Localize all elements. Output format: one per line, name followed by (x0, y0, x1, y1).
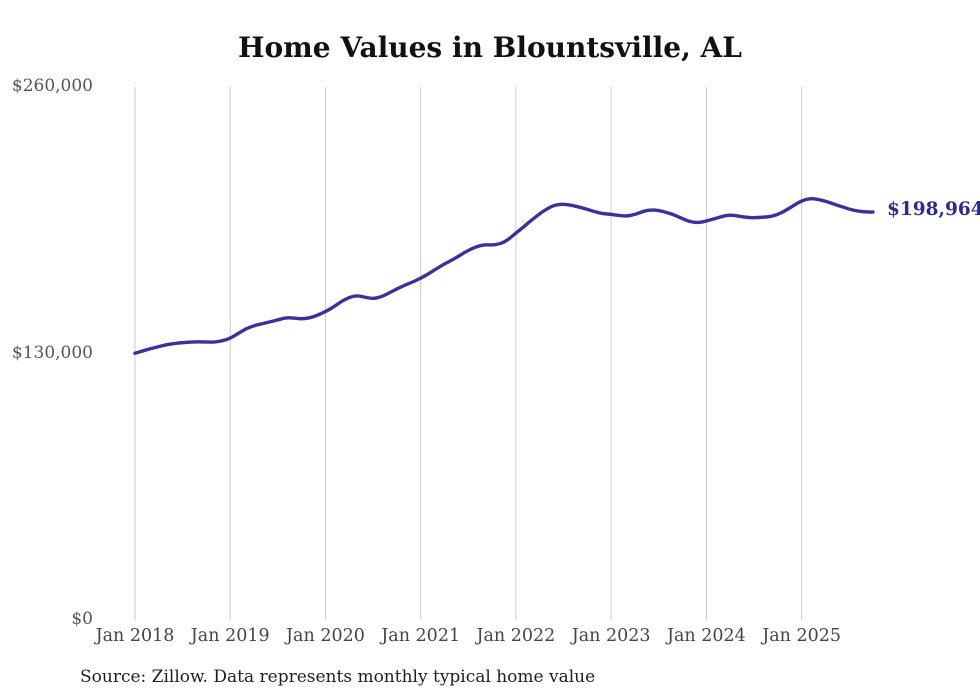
chart-title: Home Values in Blountsville, AL (238, 31, 742, 64)
x-axis-tick-label: Jan 2025 (762, 626, 842, 646)
source-note: Source: Zillow. Data represents monthly … (80, 667, 596, 687)
y-axis-tick-label: $0 (71, 609, 93, 629)
x-axis-tick-label: Jan 2019 (190, 626, 270, 646)
x-axis-tick-label: Jan 2020 (286, 626, 365, 646)
home-value-line (133, 197, 875, 355)
x-axis-tick-label: Jan 2023 (571, 626, 651, 646)
x-axis-tick-label: Jan 2018 (95, 626, 175, 646)
y-axis-tick-label: $130,000 (11, 342, 93, 363)
x-axis-tick-label: Jan 2024 (666, 626, 746, 646)
x-axis-tick-label: Jan 2021 (381, 626, 461, 646)
y-axis-tick-label: $260,000 (11, 76, 93, 96)
latest-value-label: $198,964 (887, 199, 980, 221)
x-axis-tick-label: Jan 2022 (476, 626, 556, 646)
